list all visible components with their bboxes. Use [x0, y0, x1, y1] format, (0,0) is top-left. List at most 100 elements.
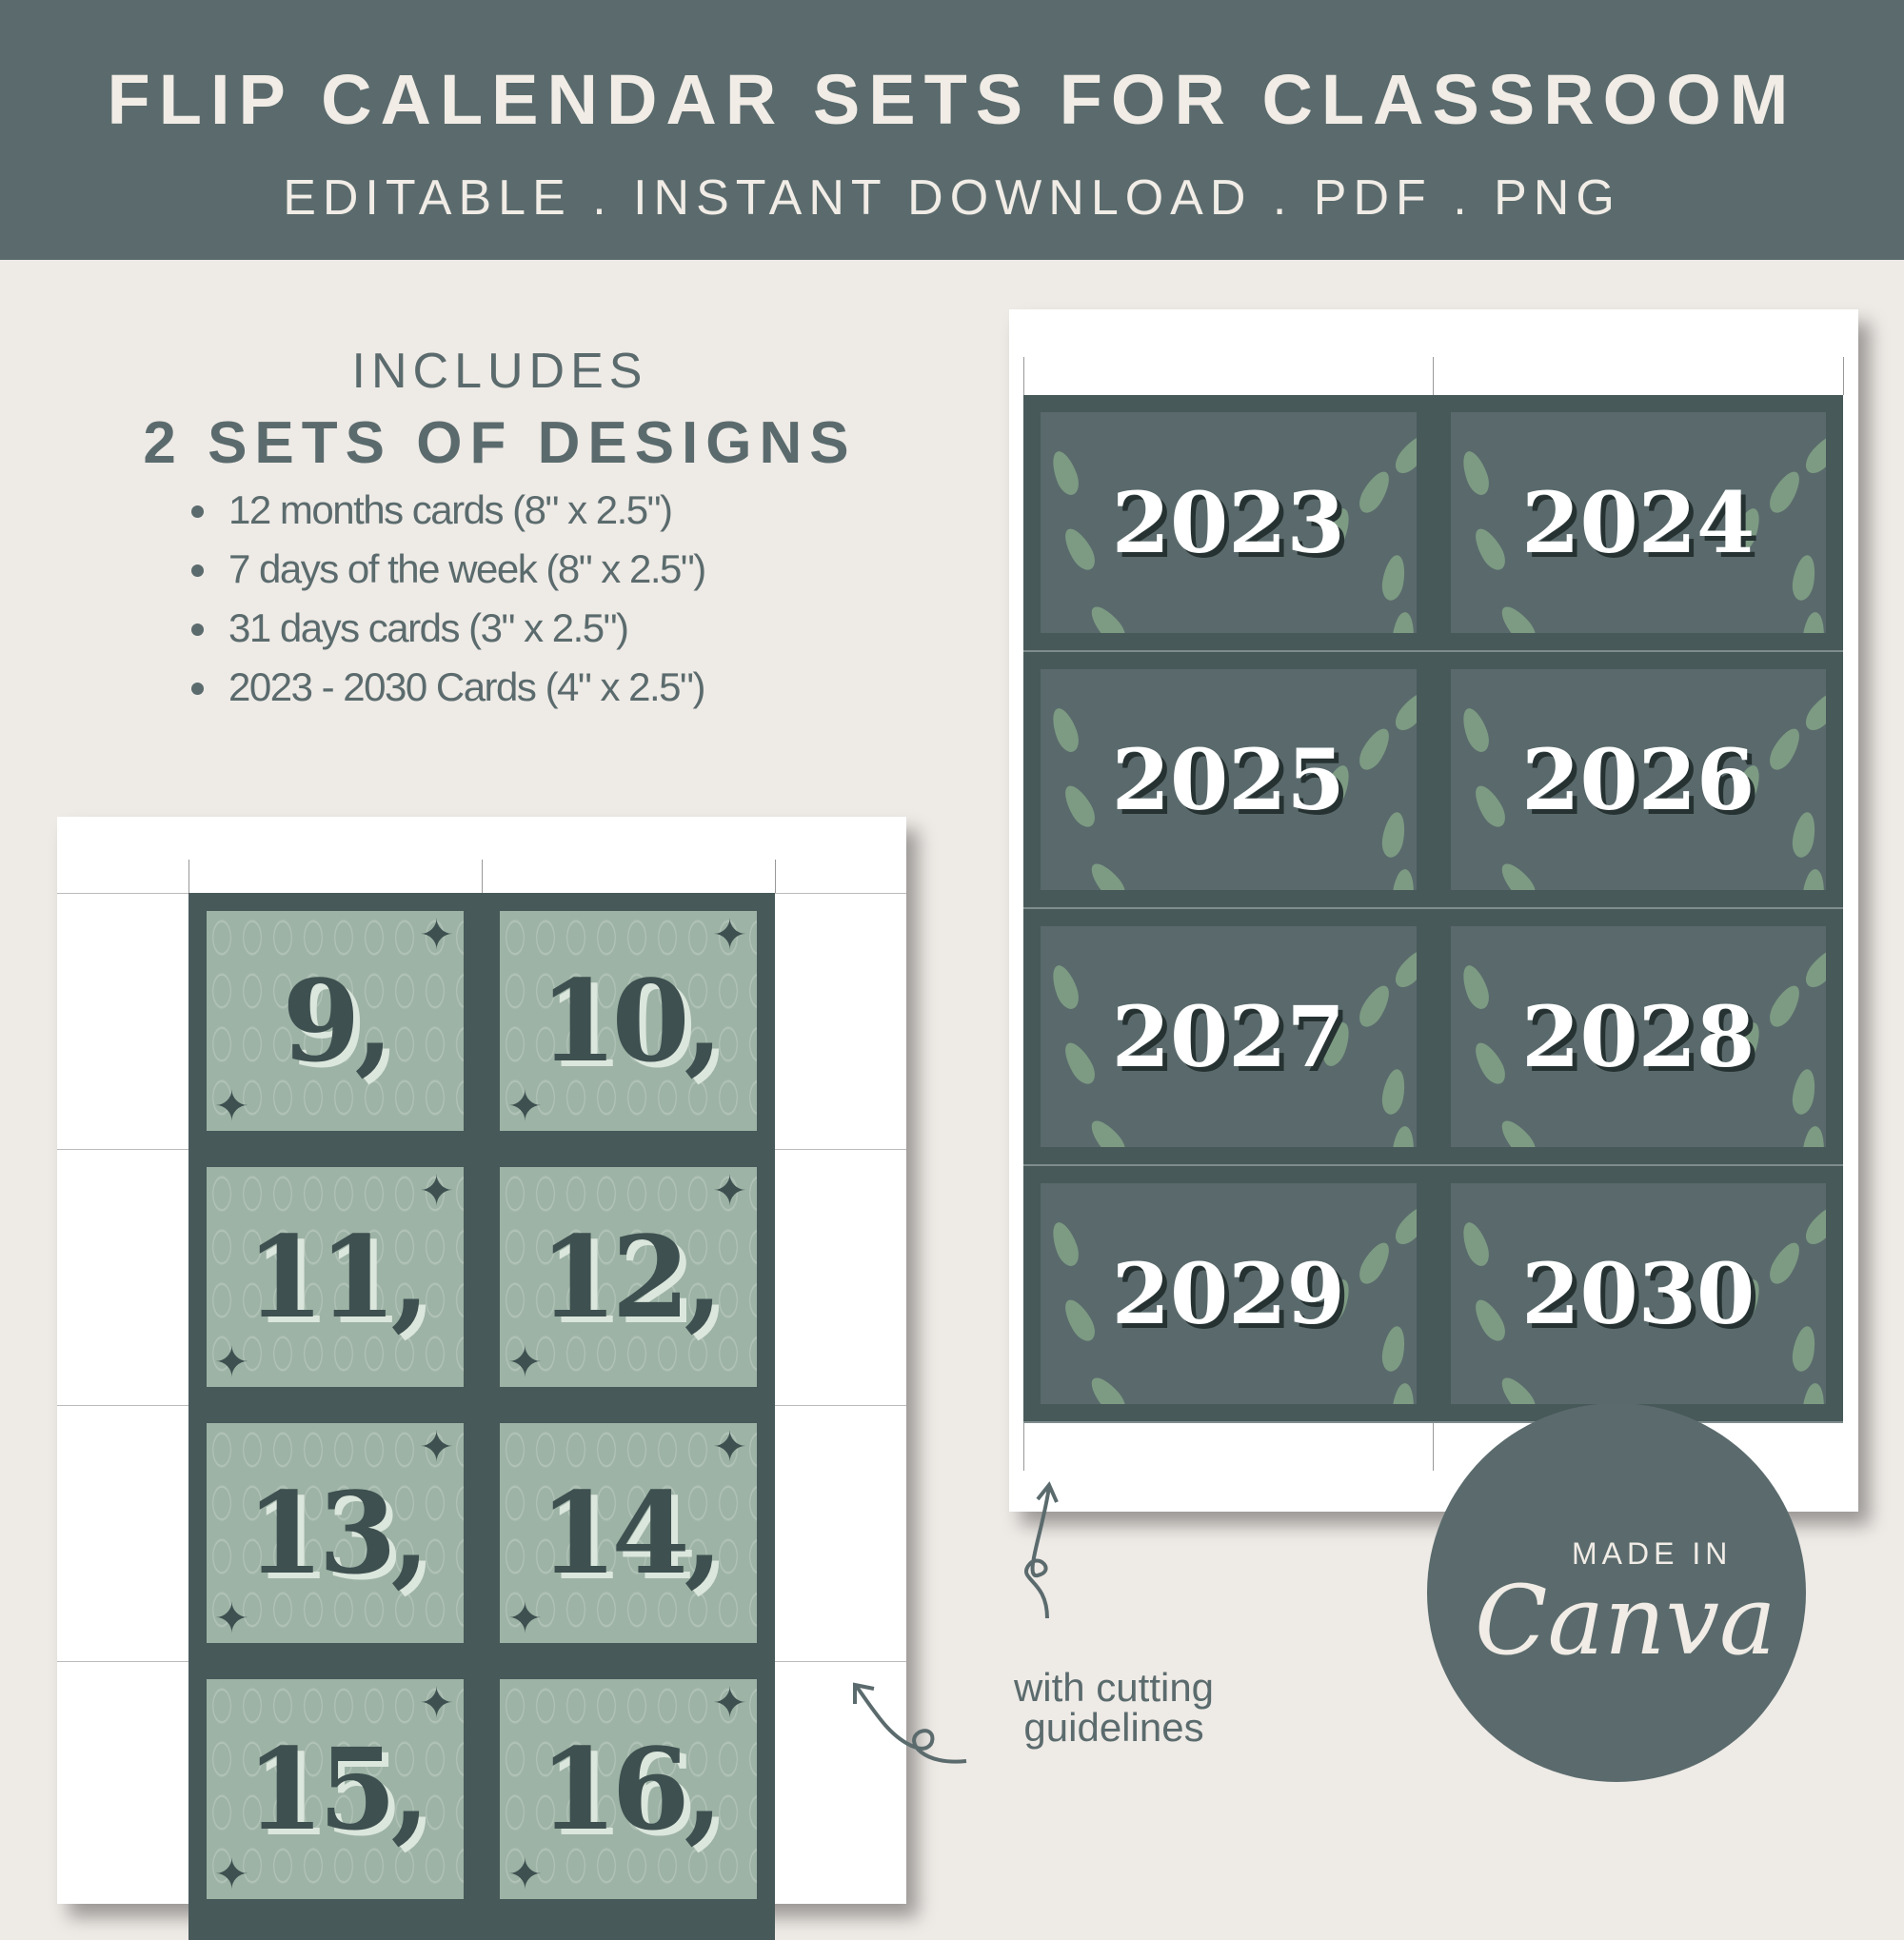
year-card-cell: 2025	[1023, 652, 1434, 909]
leaf-decoration	[1763, 723, 1806, 775]
leaf-decoration	[1390, 1382, 1417, 1404]
includes-label: INCLUDES	[351, 344, 648, 399]
header-banner: FLIP CALENDAR SETS FOR CLASSROOM EDITABL…	[0, 0, 1904, 260]
year-card-cell: 2024	[1433, 395, 1843, 652]
year-label: 2025	[1111, 730, 1345, 829]
leaf-decoration	[1763, 1237, 1806, 1289]
day-card-cell: ✦ ✦ 12,	[482, 1149, 775, 1405]
year-card: 2028	[1450, 926, 1826, 1147]
leaf-decoration	[1059, 1295, 1101, 1346]
day-card: ✦ ✦ 16,	[500, 1679, 757, 1899]
list-item: 12 months cards (8" x 2.5")	[186, 481, 705, 540]
day-number: 13,	[246, 1467, 429, 1599]
leaf-decoration	[1789, 810, 1818, 860]
sparkle-icon: ✦	[214, 1339, 249, 1386]
day-card: ✦ ✦ 12,	[500, 1167, 757, 1387]
day-card: ✦ ✦ 13,	[207, 1423, 464, 1643]
sparkle-icon: ✦	[214, 1851, 249, 1898]
day-card: ✦ ✦ 10,	[500, 911, 757, 1131]
list-item: 7 days of the week (8" x 2.5")	[186, 540, 706, 599]
leaf-decoration	[1457, 1218, 1494, 1270]
sparkle-icon: ✦	[214, 1083, 249, 1130]
year-label: 2023	[1111, 473, 1345, 572]
day-card-cell: ✦ ✦ 14,	[482, 1405, 775, 1661]
day-number: 10,	[539, 955, 723, 1087]
sparkle-icon: ✦	[507, 1339, 543, 1386]
day-card: ✦ ✦ 11,	[207, 1167, 464, 1387]
includes-heading: 2 SETS OF DESIGNS	[143, 410, 857, 476]
year-card-cell: 2029	[1023, 1166, 1434, 1423]
sparkle-icon: ✦	[507, 1851, 543, 1898]
day-number: 11,	[246, 1211, 429, 1343]
leaf-decoration	[1495, 601, 1541, 633]
leaf-decoration	[1378, 1067, 1409, 1117]
sparkle-icon: ✦	[712, 1680, 747, 1727]
leaf-decoration	[1354, 466, 1396, 518]
leaf-decoration	[1799, 429, 1826, 479]
year-card: 2029	[1041, 1183, 1417, 1404]
year-label: 2026	[1521, 730, 1755, 829]
leaf-decoration	[1800, 611, 1826, 633]
leaf-decoration	[1354, 980, 1396, 1032]
leaf-decoration	[1390, 1125, 1417, 1147]
sparkle-icon: ✦	[507, 1083, 543, 1130]
year-label: 2024	[1521, 473, 1755, 572]
year-cards-grid: 2023 2024 2025 2026 2027 2028 2029 2030	[1023, 395, 1843, 1423]
day-number: 15,	[246, 1723, 429, 1855]
leaf-decoration	[1085, 601, 1131, 633]
leaf-decoration	[1457, 704, 1494, 756]
note-line: with cutting	[1013, 1665, 1215, 1710]
day-card: ✦ ✦ 9,	[207, 911, 464, 1131]
year-card-cell: 2027	[1023, 909, 1434, 1166]
sparkle-icon: ✦	[419, 1168, 454, 1215]
year-card: 2024	[1450, 412, 1826, 633]
leaf-decoration	[1378, 810, 1409, 860]
leaf-decoration	[1763, 980, 1806, 1032]
day-number: 12,	[539, 1211, 723, 1343]
day-card-cell: ✦ ✦ 15,	[188, 1661, 482, 1917]
year-card-cell: 2030	[1433, 1166, 1843, 1423]
leaf-decoration	[1378, 1324, 1409, 1374]
includes-list: 12 months cards (8" x 2.5") 7 days of th…	[186, 481, 706, 717]
leaf-decoration	[1390, 429, 1417, 479]
leaf-decoration	[1378, 553, 1409, 603]
leaf-decoration	[1354, 1237, 1396, 1289]
leaf-decoration	[1468, 524, 1511, 575]
sparkle-icon: ✦	[712, 1424, 747, 1471]
leaf-decoration	[1799, 943, 1826, 993]
leaf-decoration	[1468, 781, 1511, 832]
sparkle-icon: ✦	[507, 1595, 543, 1642]
leaf-decoration	[1457, 961, 1494, 1013]
day-number: 14,	[539, 1467, 723, 1599]
list-item: 2023 - 2030 Cards (4" x 2.5")	[186, 658, 705, 717]
day-card-cell: ✦ ✦ 9,	[188, 893, 482, 1149]
leaf-decoration	[1495, 1372, 1541, 1404]
day-cards-grid: ✦ ✦ 9, ✦ ✦ 10, ✦ ✦ 11, ✦ ✦ 12, ✦ ✦ 13, ✦ ✦ 14, ✦ ✦ 15, ✦ ✦ 16,	[188, 893, 775, 1940]
badge-made-in: MADE IN	[1572, 1536, 1733, 1571]
leaf-decoration	[1789, 1067, 1818, 1117]
leaf-decoration	[1799, 1200, 1826, 1250]
sparkle-icon: ✦	[419, 1680, 454, 1727]
leaf-decoration	[1047, 961, 1083, 1013]
leaf-decoration	[1495, 858, 1541, 890]
list-item: 31 days cards (3" x 2.5")	[186, 599, 705, 658]
curly-arrow-icon	[853, 1682, 967, 1764]
year-card-cell: 2026	[1433, 652, 1843, 909]
year-label: 2028	[1521, 987, 1755, 1086]
leaf-decoration	[1789, 553, 1818, 603]
day-card: ✦ ✦ 14,	[500, 1423, 757, 1643]
leaf-decoration	[1354, 723, 1396, 775]
leaf-decoration	[1059, 524, 1101, 575]
year-card: 2026	[1450, 669, 1826, 890]
day-card: ✦ ✦ 15,	[207, 1679, 464, 1899]
curly-arrow-icon	[1024, 1481, 1059, 1619]
leaf-decoration	[1390, 868, 1417, 890]
leaf-decoration	[1059, 781, 1101, 832]
year-card: 2025	[1041, 669, 1417, 890]
leaf-decoration	[1085, 858, 1131, 890]
year-label: 2030	[1521, 1244, 1755, 1343]
year-card-cell: 2028	[1433, 909, 1843, 1166]
leaf-decoration	[1390, 943, 1417, 993]
leaf-decoration	[1390, 686, 1417, 736]
leaf-decoration	[1047, 704, 1083, 756]
